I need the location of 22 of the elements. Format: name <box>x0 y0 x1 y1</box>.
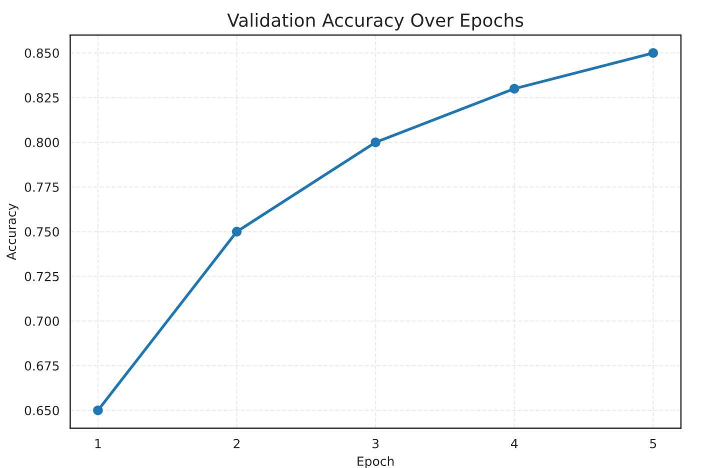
y-tick-label: 0.650 <box>24 406 59 416</box>
y-tick-label: 0.750 <box>24 227 59 237</box>
point <box>232 226 242 237</box>
y-tick-label: 0.825 <box>24 93 59 103</box>
y-tick-label: 0.800 <box>24 138 59 148</box>
point <box>93 405 103 416</box>
point <box>370 137 380 148</box>
point <box>510 84 520 94</box>
y-tick-label: 0.775 <box>24 182 59 192</box>
point <box>648 48 658 58</box>
y-axis-title: Accuracy <box>6 204 18 260</box>
x-tick-label: 1 <box>95 439 101 448</box>
y-tick-label: 0.850 <box>24 48 59 58</box>
chart-title: Validation Accuracy Over Epochs <box>227 13 524 31</box>
x-tick-label: 4 <box>511 439 518 448</box>
y-tick-label: 0.700 <box>24 316 59 326</box>
x-tick-label: 3 <box>372 438 379 448</box>
x-axis-title: Epoch <box>358 456 394 468</box>
y-tick-label: 0.675 <box>24 361 59 371</box>
x-tick-label: 2 <box>234 438 240 448</box>
x-tick-label: 5 <box>650 439 656 448</box>
y-tick-label: 0.725 <box>24 272 59 282</box>
